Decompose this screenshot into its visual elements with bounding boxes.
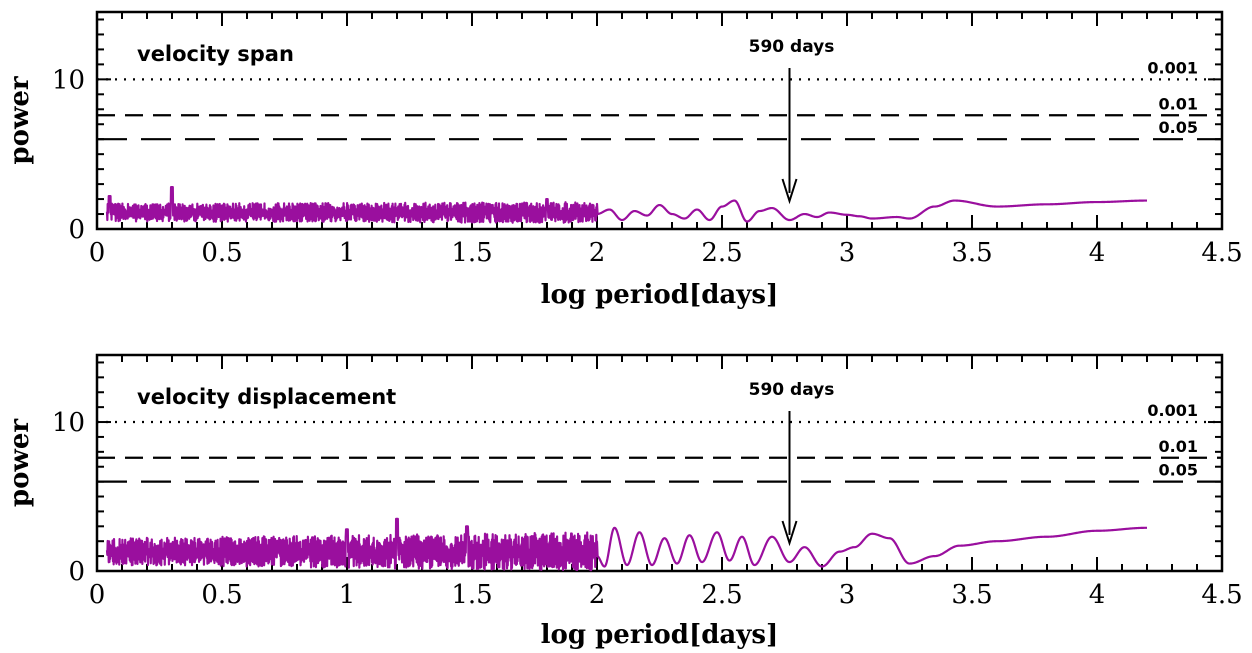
y-axis-title: power [5, 76, 35, 164]
annotation-label: 590 days [749, 380, 835, 400]
annotation-arrow-head [781, 520, 798, 547]
x-tick-label: 1 [339, 238, 356, 268]
x-tick-label: 4.5 [1201, 580, 1242, 610]
annotation-arrow-head [781, 178, 798, 205]
y-tick-label: 0 [68, 215, 85, 245]
series-line [105, 517, 1148, 572]
x-axis-title: log period[days] [541, 620, 779, 650]
x-tick-label: 2 [589, 580, 606, 610]
plot-frame [95, 10, 1224, 231]
series-line [105, 186, 1148, 224]
x-tick-label: 1.5 [451, 238, 492, 268]
x-tick-label: 4 [1089, 238, 1106, 268]
x-tick-label: 2.5 [701, 580, 742, 610]
y-tick-label: 10 [52, 408, 85, 438]
fap-label: 0.01 [1159, 94, 1198, 113]
fap-label: 0.001 [1147, 401, 1198, 420]
inset-label: velocity span [137, 42, 294, 66]
panel-velocity-displacement: 0 0.5 1 1.5 2 2.5 3 3.5 4 4.5 0 10 log period[days] p… [5, 353, 1243, 650]
x-tick-label: 1.5 [451, 580, 492, 610]
x-tick-label: 4.5 [1201, 238, 1242, 268]
x-tick-label: 3.5 [951, 238, 992, 268]
annotation-label: 590 days [749, 37, 835, 57]
x-tick-label: 0.5 [201, 580, 242, 610]
x-tick-label: 4 [1089, 580, 1106, 610]
x-tick-label: 3.5 [951, 580, 992, 610]
x-tick-label: 0 [89, 238, 106, 268]
y-tick-label: 10 [52, 65, 85, 95]
x-tick-label: 1 [339, 580, 356, 610]
fap-label: 0.01 [1159, 437, 1198, 456]
fap-label: 0.05 [1159, 461, 1198, 480]
x-tick-label: 2.5 [701, 238, 742, 268]
x-tick-label: 2 [589, 238, 606, 268]
x-tick-label: 3 [839, 238, 856, 268]
x-axis-title: log period[days] [541, 280, 779, 310]
y-axis-title: power [5, 419, 35, 507]
inset-label: velocity displacement [137, 385, 396, 409]
x-tick-label: 0.5 [201, 238, 242, 268]
y-tick-label: 0 [68, 557, 85, 587]
x-tick-label: 3 [839, 580, 856, 610]
fap-label: 0.001 [1147, 58, 1198, 77]
fap-label: 0.05 [1159, 118, 1198, 137]
plot-frame [95, 353, 1224, 573]
x-tick-label: 0 [89, 580, 106, 610]
panel-velocity-span: 0 0.5 1 1.5 2 2.5 3 3.5 4 4.5 0 10 log period[days] p… [5, 10, 1243, 310]
